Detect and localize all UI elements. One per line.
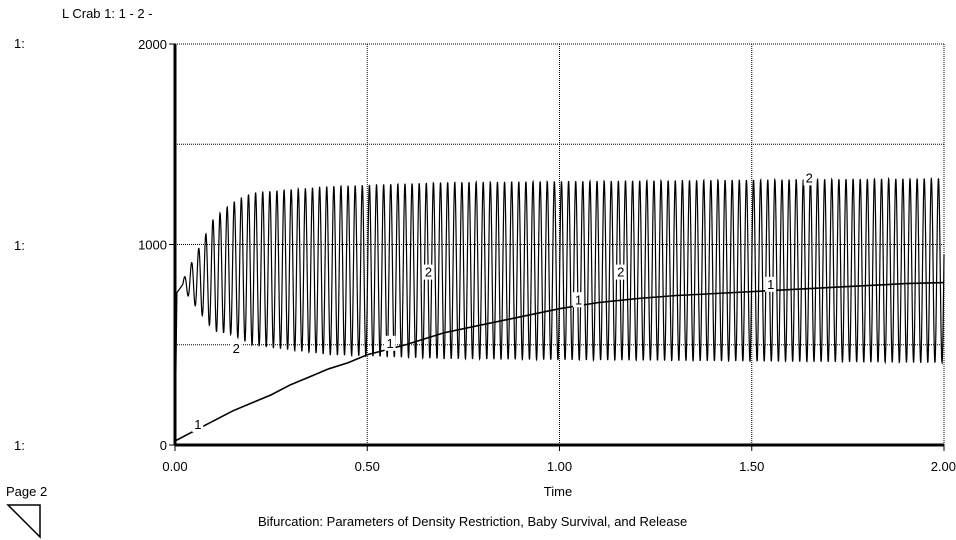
series-1-label: 1 — [386, 336, 393, 351]
series-1-label-bg — [572, 292, 584, 308]
axis-prefix-top: 1: — [14, 36, 25, 51]
axes — [169, 43, 945, 451]
y-tick-label: 0 — [160, 438, 167, 453]
x-tick-label: 1.50 — [739, 459, 764, 474]
tick-labels: 0.00 0.50 1.00 1.50 2.00 0 1000 2000 — [138, 37, 956, 474]
series-2-group — [174, 176, 945, 446]
axis-prefix-middle: 1: — [14, 238, 25, 253]
x-tick-label: 1.00 — [547, 459, 572, 474]
y-tick-label: 2000 — [138, 37, 167, 52]
chart-header-title: L Crab 1: 1 - 2 - — [62, 6, 153, 21]
series-2-line — [174, 176, 945, 446]
series-2-label-bg — [615, 264, 627, 280]
page-label: Page 2 — [6, 484, 47, 499]
axis-prefix-bottom: 1: — [14, 438, 25, 453]
series-1-label-bg — [765, 276, 777, 292]
series-1-label: 1 — [194, 417, 201, 432]
series-2-label-bg — [803, 170, 815, 186]
series-2-label-bg — [422, 264, 434, 280]
series-2-label: 2 — [425, 265, 432, 280]
series-2-label: 2 — [806, 170, 813, 185]
series-1-group — [174, 281, 945, 442]
page-turn-icon[interactable] — [6, 504, 41, 539]
series-2-label: 2 — [233, 341, 240, 356]
series-1-line — [174, 281, 945, 442]
y-tick-label: 1000 — [138, 238, 167, 253]
x-axis-title: Time — [544, 484, 572, 499]
x-tick-label: 0.50 — [355, 459, 380, 474]
series-labels: 1 1 1 1 2 2 2 2 — [192, 170, 815, 432]
series-1-label: 1 — [575, 292, 582, 307]
series-2-label: 2 — [617, 265, 624, 280]
x-tick-label: 0.00 — [162, 459, 187, 474]
series-1-label-bg — [192, 416, 204, 432]
series-1-label-bg — [384, 335, 396, 351]
series-1-label: 1 — [767, 277, 774, 292]
chart-caption: Bifurcation: Parameters of Density Restr… — [258, 514, 687, 529]
series-2-label-bg — [230, 340, 242, 356]
x-tick-label: 2.00 — [931, 459, 956, 474]
